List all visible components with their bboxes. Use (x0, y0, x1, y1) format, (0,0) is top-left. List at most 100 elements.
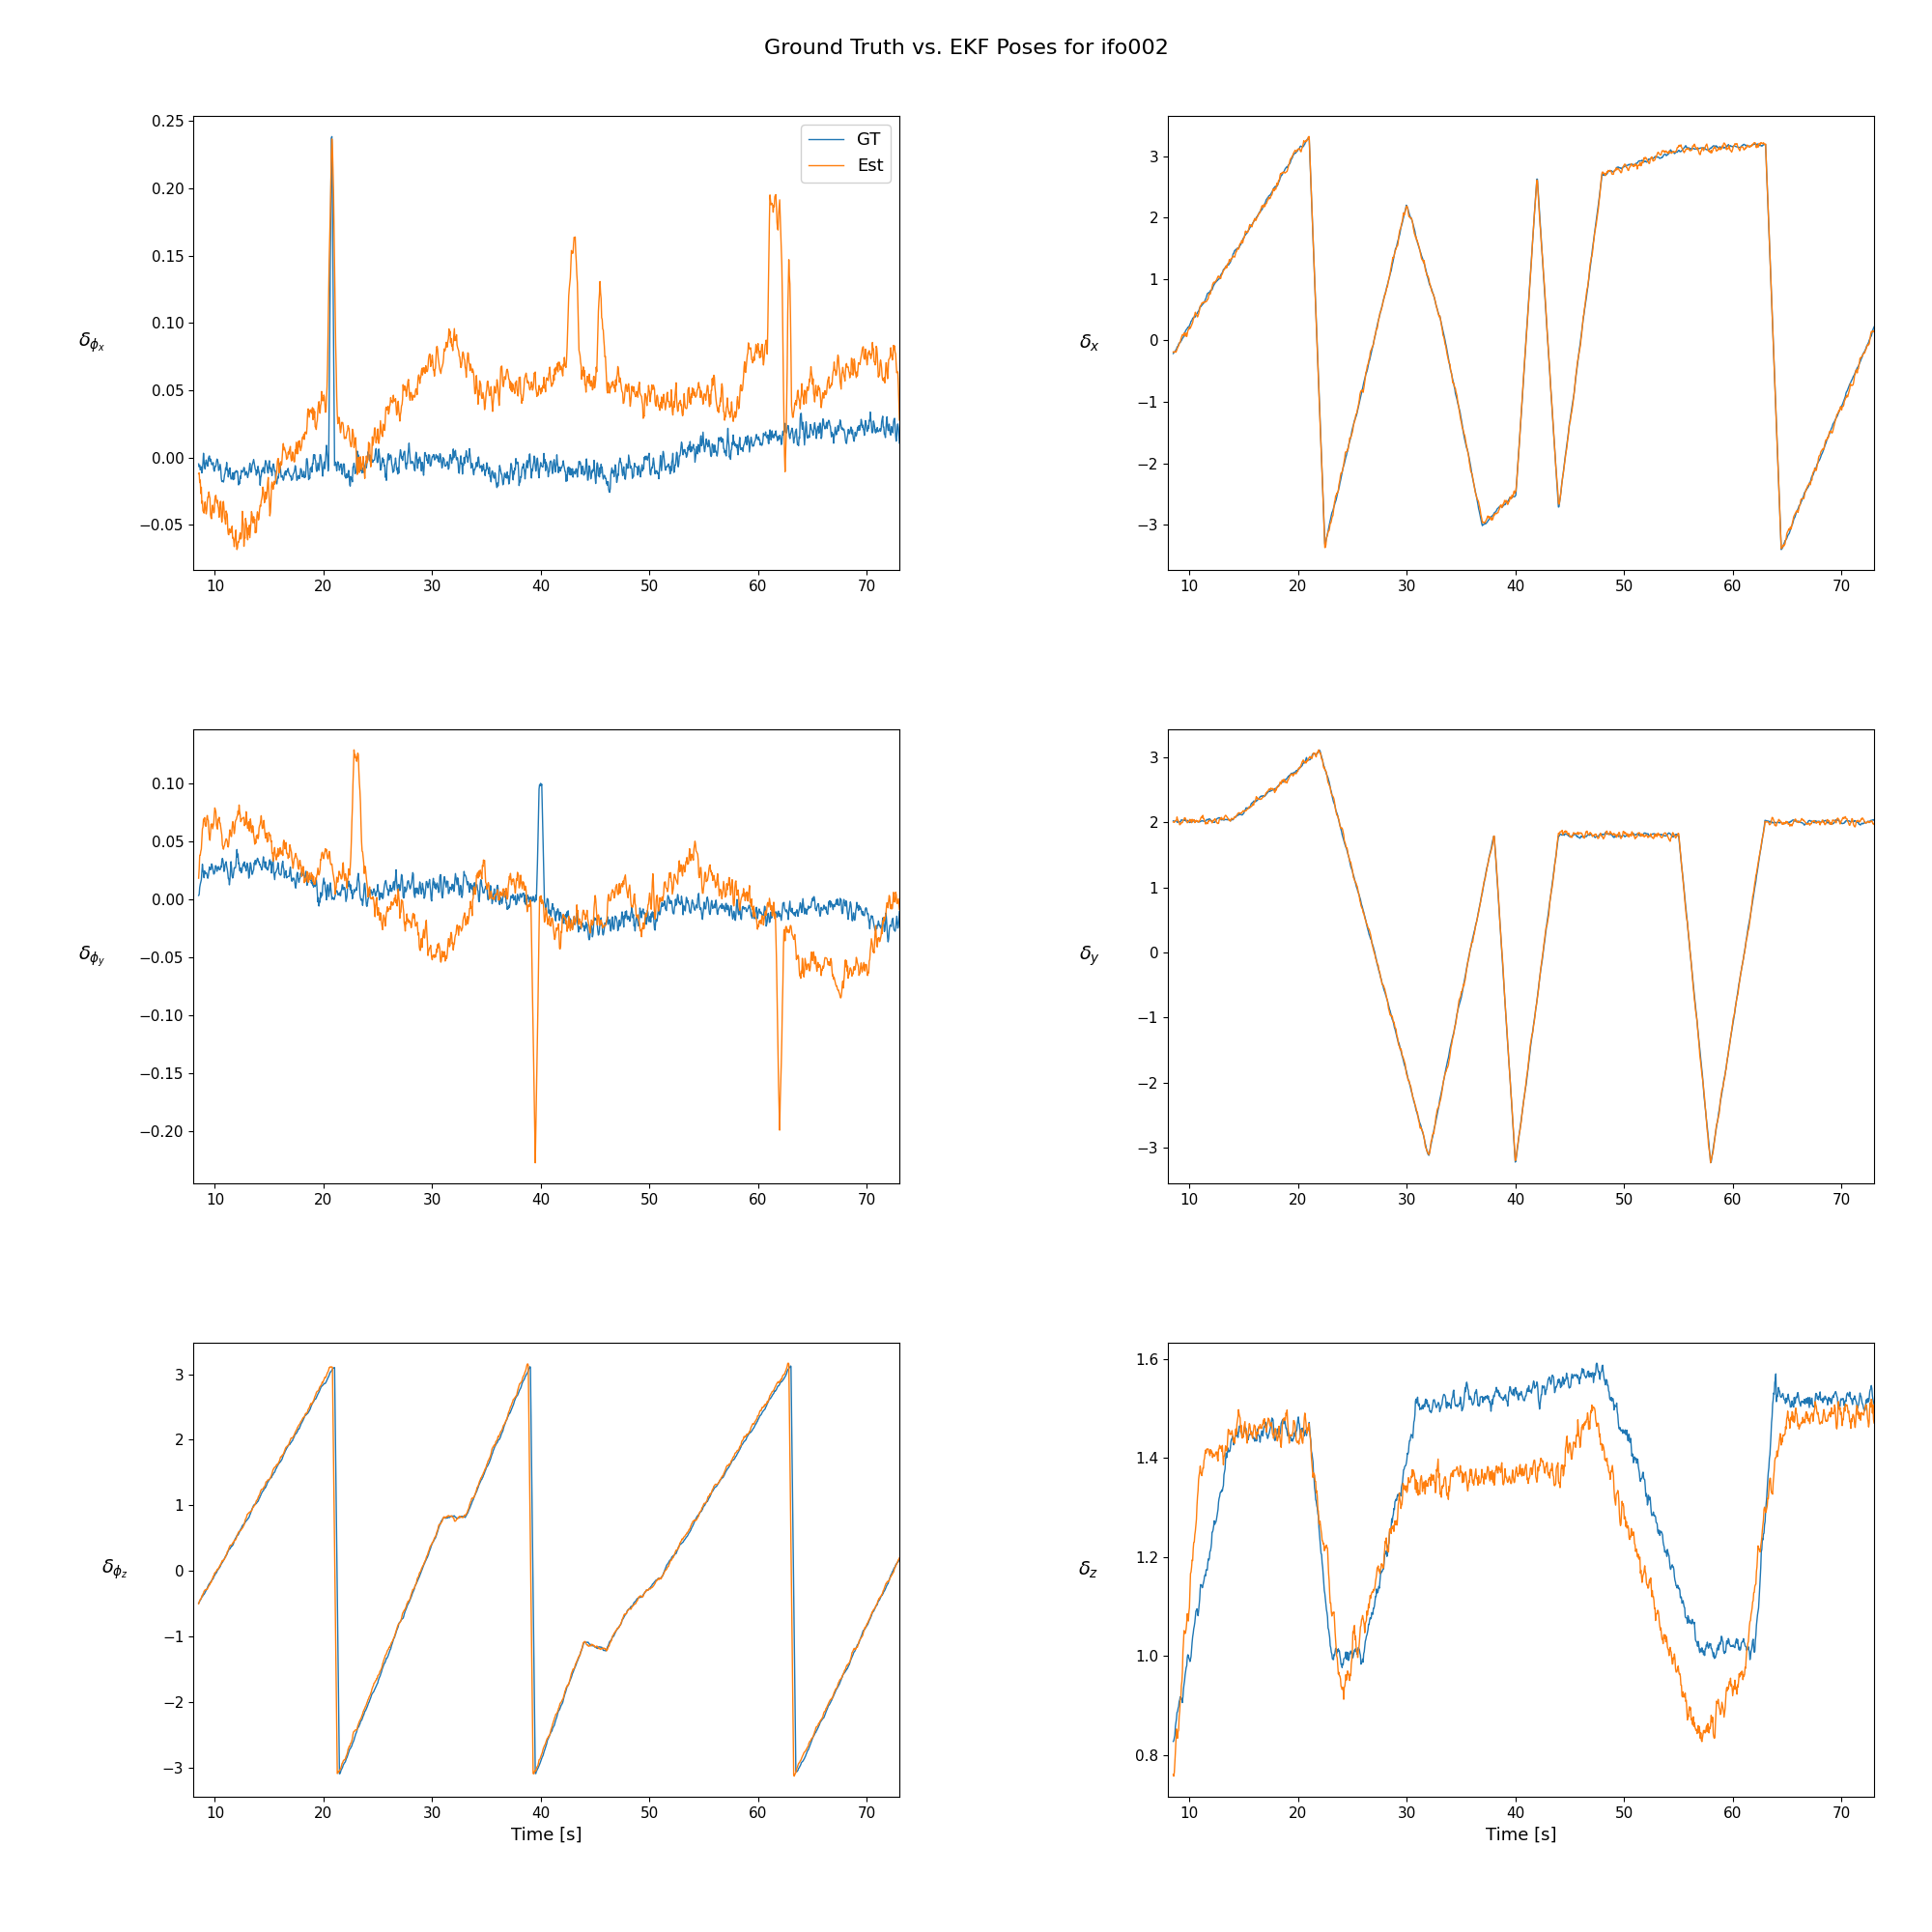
Legend: GT, Est: GT, Est (802, 126, 891, 182)
GT (1296, 128, 1320, 151)
Est (1167, 1704, 1190, 1727)
Line: GT: GT (199, 1366, 900, 1774)
GT (889, 431, 912, 454)
Est (1789, 1414, 1812, 1437)
Est (1561, 825, 1584, 848)
GT (1167, 1694, 1190, 1718)
Y-axis label: $\delta_{\phi_z}$: $\delta_{\phi_z}$ (102, 1557, 129, 1582)
GT (1596, 823, 1619, 846)
Est (1167, 334, 1190, 357)
GT (1308, 738, 1331, 761)
Line: Est: Est (1173, 1399, 1874, 1776)
Est (193, 502, 216, 526)
Est (187, 867, 211, 891)
GT (877, 931, 900, 954)
Est (524, 1151, 547, 1175)
Est (1163, 1764, 1186, 1787)
Text: Ground Truth vs. EKF Poses for ifo002: Ground Truth vs. EKF Poses for ifo002 (763, 39, 1169, 58)
GT (500, 460, 524, 483)
Est (622, 891, 645, 914)
Est (1789, 810, 1812, 833)
Est (1862, 319, 1886, 342)
GT (187, 883, 211, 906)
Est (1476, 860, 1499, 883)
Est (342, 738, 365, 761)
GT (1561, 823, 1584, 846)
GT (1161, 810, 1184, 833)
Est (201, 498, 224, 522)
GT (201, 860, 224, 883)
GT (1596, 160, 1619, 184)
Est (1862, 1412, 1886, 1435)
GT (1596, 1374, 1619, 1397)
GT (815, 1700, 838, 1723)
Est (1308, 738, 1331, 761)
GT (1561, 392, 1584, 415)
GT (187, 1592, 211, 1615)
Est (777, 1352, 800, 1376)
Est (1161, 810, 1184, 833)
GT (889, 900, 912, 923)
Est (1177, 319, 1200, 342)
Est (1561, 396, 1584, 419)
Est (1177, 811, 1200, 835)
Est (587, 904, 611, 927)
GT (585, 454, 609, 477)
GT (1476, 858, 1499, 881)
X-axis label: Time [s]: Time [s] (510, 1826, 582, 1843)
Est (815, 1696, 838, 1719)
GT (1700, 1151, 1723, 1175)
Est (321, 128, 344, 151)
GT (201, 450, 224, 473)
GT (201, 1567, 224, 1590)
Line: Est: Est (1173, 137, 1874, 549)
Est (201, 815, 224, 838)
Y-axis label: $\delta_{\phi_y}$: $\delta_{\phi_y}$ (77, 945, 106, 968)
GT (187, 452, 211, 475)
X-axis label: Time [s]: Time [s] (1486, 1826, 1557, 1843)
GT (1789, 493, 1812, 516)
GT (529, 771, 553, 794)
GT (622, 1594, 645, 1617)
Est (500, 869, 524, 893)
Est (1476, 508, 1499, 531)
GT (1862, 1393, 1886, 1416)
GT (328, 1762, 352, 1785)
Est (620, 1596, 643, 1619)
Est (226, 537, 249, 560)
Est (1296, 126, 1320, 149)
GT (815, 413, 838, 437)
GT (193, 1582, 216, 1605)
GT (585, 920, 609, 943)
GT (1770, 537, 1793, 560)
Est (1561, 1441, 1584, 1464)
GT (193, 866, 216, 889)
Est (1476, 1463, 1499, 1486)
Est (1596, 821, 1619, 844)
GT (500, 887, 524, 910)
Est (1167, 810, 1190, 833)
GT (1789, 1393, 1812, 1416)
Est (1177, 1609, 1200, 1633)
Line: Est: Est (199, 1364, 900, 1776)
GT (1862, 315, 1886, 338)
GT (193, 450, 216, 473)
GT (1584, 1352, 1607, 1376)
Line: GT: GT (1173, 750, 1874, 1163)
Est (587, 299, 611, 323)
Est (889, 898, 912, 922)
Est (1698, 1151, 1721, 1175)
Est (201, 1565, 224, 1588)
GT (1177, 1642, 1200, 1665)
GT (622, 466, 645, 489)
GT (1161, 342, 1184, 365)
Y-axis label: $\delta_z$: $\delta_z$ (1078, 1559, 1097, 1580)
Est (889, 1546, 912, 1569)
GT (1177, 315, 1200, 338)
GT (813, 898, 837, 922)
GT (1476, 512, 1499, 535)
Y-axis label: $\delta_{\phi_x}$: $\delta_{\phi_x}$ (77, 330, 106, 355)
Est (782, 1764, 806, 1787)
Est (889, 408, 912, 431)
GT (889, 1548, 912, 1571)
